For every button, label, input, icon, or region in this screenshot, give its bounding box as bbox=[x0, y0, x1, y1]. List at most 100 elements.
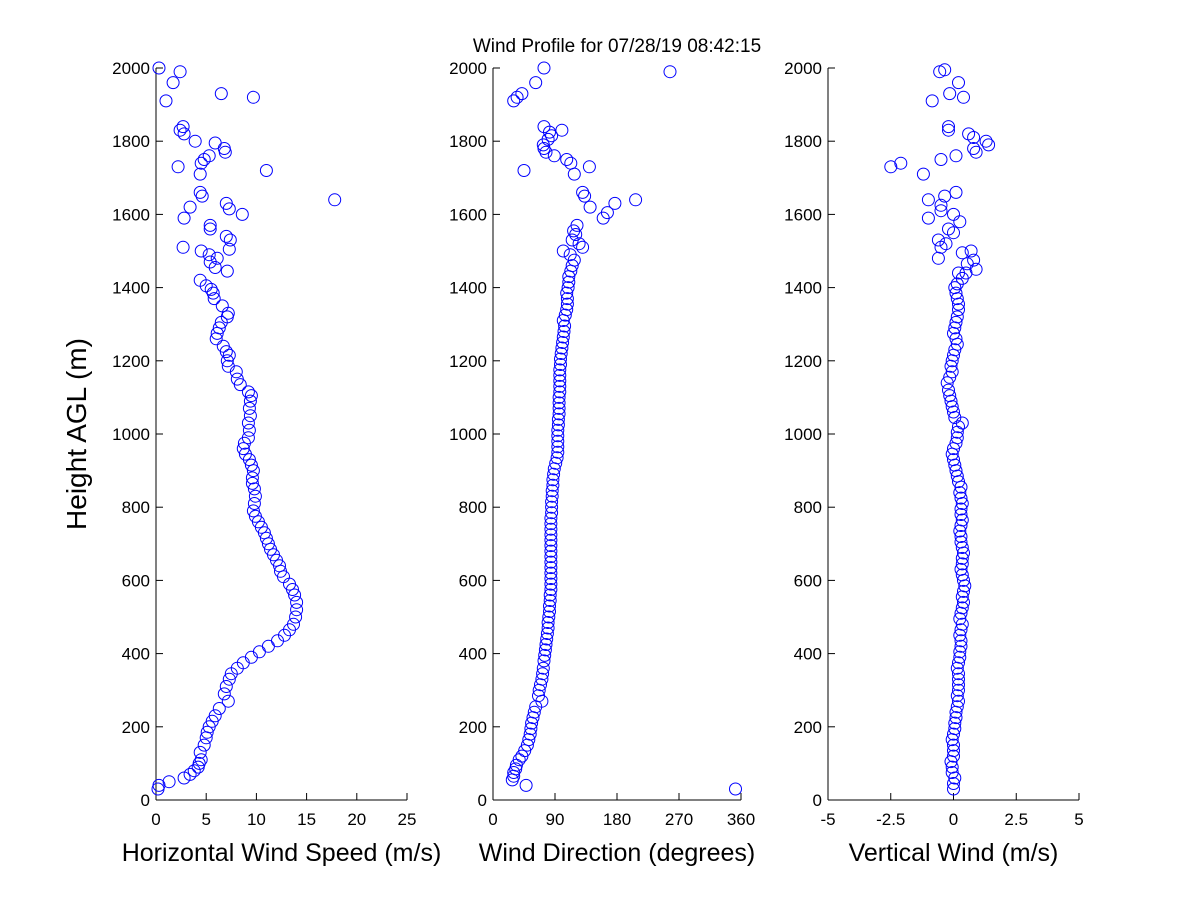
data-point bbox=[290, 595, 304, 609]
data-point bbox=[245, 471, 259, 485]
data-point bbox=[553, 374, 567, 388]
data-point bbox=[545, 500, 559, 514]
data-point bbox=[962, 127, 976, 141]
data-point bbox=[259, 164, 273, 177]
data-point bbox=[629, 193, 643, 207]
data-point bbox=[954, 606, 968, 620]
data-point bbox=[982, 138, 996, 152]
data-point bbox=[934, 198, 948, 212]
data-point bbox=[212, 702, 226, 715]
data-point bbox=[510, 90, 524, 104]
data-point bbox=[206, 286, 220, 300]
data-point bbox=[572, 237, 586, 251]
data-point bbox=[289, 610, 303, 624]
data-point bbox=[152, 61, 166, 75]
y-tick-label: 800 bbox=[122, 498, 150, 517]
data-point bbox=[197, 738, 211, 752]
data-point bbox=[554, 358, 567, 371]
data-point bbox=[560, 286, 574, 300]
data-point bbox=[960, 257, 974, 271]
data-point bbox=[553, 379, 567, 393]
data-point bbox=[177, 211, 191, 225]
data-point bbox=[954, 535, 968, 549]
x-tick-label: 0 bbox=[151, 810, 160, 829]
data-point bbox=[979, 134, 993, 148]
data-point bbox=[545, 129, 559, 143]
data-point bbox=[551, 423, 565, 437]
data-point bbox=[200, 725, 214, 739]
data-point bbox=[248, 509, 262, 523]
data-point bbox=[540, 632, 554, 646]
data-point bbox=[217, 687, 231, 701]
data-point bbox=[953, 486, 967, 500]
x-tick-label: 5 bbox=[201, 810, 210, 829]
data-point bbox=[529, 76, 543, 90]
data-point bbox=[967, 142, 981, 155]
data-point bbox=[515, 87, 529, 101]
x-tick-label: 10 bbox=[247, 810, 266, 829]
data-point bbox=[541, 132, 555, 146]
data-point bbox=[221, 359, 235, 373]
data-point bbox=[544, 555, 558, 569]
data-point bbox=[539, 145, 553, 159]
data-point bbox=[546, 478, 560, 492]
data-point bbox=[551, 412, 565, 426]
data-point bbox=[208, 709, 222, 723]
data-point bbox=[551, 434, 565, 448]
data-point bbox=[242, 401, 256, 415]
data-point bbox=[244, 389, 258, 403]
data-point bbox=[947, 405, 960, 419]
y-tick-label: 1000 bbox=[112, 425, 150, 444]
data-point bbox=[544, 539, 558, 553]
data-point bbox=[203, 218, 217, 232]
data-point bbox=[562, 275, 576, 289]
data-point bbox=[183, 767, 197, 781]
data-point bbox=[544, 544, 558, 558]
data-point bbox=[954, 508, 968, 521]
data-point bbox=[243, 394, 257, 408]
data-point bbox=[938, 63, 952, 77]
data-point bbox=[247, 482, 261, 496]
data-point bbox=[194, 156, 208, 170]
data-point bbox=[551, 418, 565, 432]
data-point bbox=[969, 145, 983, 159]
data-point bbox=[939, 237, 953, 251]
data-point bbox=[177, 127, 191, 141]
data-point bbox=[242, 423, 256, 437]
y-tick-label: 0 bbox=[141, 791, 150, 810]
data-point bbox=[544, 550, 558, 564]
y-tick-label: 1000 bbox=[784, 425, 822, 444]
data-point bbox=[536, 661, 550, 675]
data-point bbox=[197, 153, 211, 166]
data-point bbox=[952, 667, 965, 681]
data-point bbox=[556, 330, 570, 344]
data-point bbox=[287, 617, 300, 631]
data-point bbox=[551, 429, 565, 443]
data-point bbox=[950, 431, 964, 445]
data-point bbox=[947, 727, 960, 741]
data-point bbox=[216, 339, 230, 353]
data-point bbox=[541, 621, 555, 635]
y-axis-label: Height AGL (m) bbox=[61, 338, 92, 530]
data-point bbox=[202, 248, 216, 262]
data-point bbox=[193, 273, 207, 287]
y-tick-label: 600 bbox=[794, 571, 822, 590]
data-point bbox=[957, 595, 970, 609]
data-point bbox=[954, 562, 968, 576]
data-point bbox=[570, 218, 584, 232]
data-point bbox=[947, 738, 960, 752]
data-point bbox=[954, 491, 968, 505]
data-point bbox=[535, 672, 549, 686]
data-point bbox=[560, 303, 574, 317]
data-point bbox=[916, 167, 930, 181]
data-point bbox=[248, 489, 262, 503]
data-point bbox=[543, 594, 557, 607]
data-point bbox=[544, 522, 558, 536]
data-point bbox=[544, 583, 558, 596]
data-point bbox=[543, 605, 556, 618]
data-point bbox=[561, 281, 575, 295]
data-point bbox=[943, 389, 957, 403]
data-point bbox=[222, 242, 236, 256]
data-point bbox=[967, 253, 981, 267]
data-point bbox=[955, 557, 969, 571]
